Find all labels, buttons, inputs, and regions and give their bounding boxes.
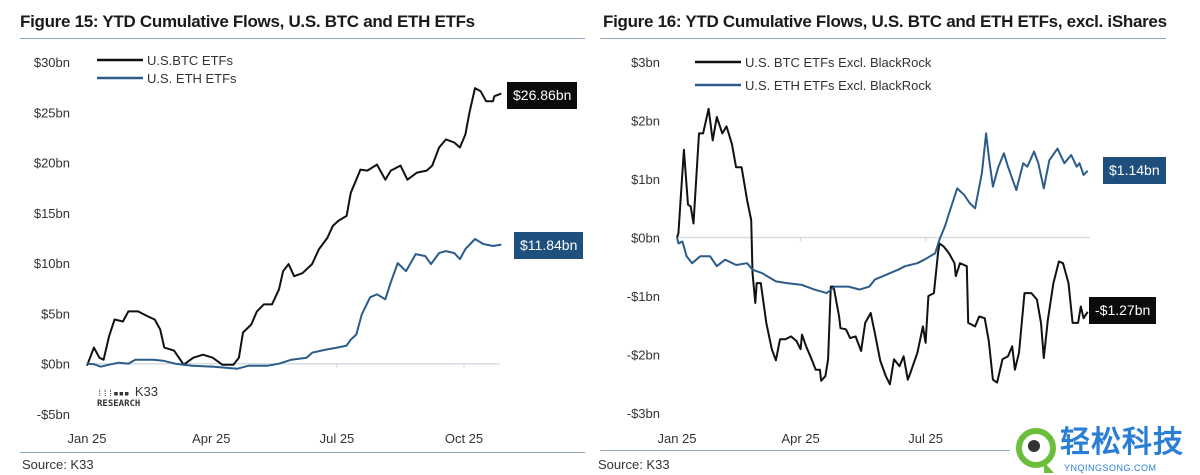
end-value-label-eth: $11.84bn [514,232,584,259]
title-divider [600,38,1166,39]
y-tick-label: -$3bn [627,406,660,421]
x-tick-label: Jul 25 [320,431,355,446]
end-value-label-eth: $1.14bn [1103,157,1166,184]
series-line-btc [86,87,502,367]
logo-text: K33 [134,384,159,399]
y-tick-label: $2bn [631,114,660,129]
y-tick-label: $0bn [631,231,660,246]
y-tick-label: $1bn [631,172,660,187]
figure-15-panel: Figure 15: YTD Cumulative Flows, U.S. BT… [20,12,585,472]
y-tick-label: $10bn [34,256,70,271]
y-tick-label: $5bn [41,306,70,321]
end-value-label-btc: $26.86bn [507,82,578,109]
x-tick-label: Jan 25 [657,431,696,446]
k33-research-logo: ⁞⁞⁞▪▪▪ K33 RESEARCH [97,384,158,410]
legend-label: U.S. BTC ETFs Excl. BlackRock [745,55,932,70]
y-tick-label: $15bn [34,206,70,221]
x-tick-label: Oct 25 [445,431,483,446]
footer-divider [20,452,585,453]
y-tick-label: -$2bn [627,348,660,363]
chart-1: $3bn $2bn $1bn $0bn -$1bn -$2bn -$3bn Jan 25 Apr… [627,55,1090,446]
y-tick-label: -$5bn [37,407,70,422]
end-value-label-btc: -$1.27bn [1089,297,1157,324]
watermark-logo-icon [1016,428,1056,473]
y-tick-label: $25bn [34,105,70,120]
y-tick-label: $30bn [34,55,70,70]
series-line-eth [676,132,1089,295]
footer-divider [600,450,1010,451]
series-line-eth [86,238,502,370]
source-note: Source: K33 [22,457,94,472]
figure-16-title: Figure 16: YTD Cumulative Flows, U.S. BT… [603,12,1167,31]
logo-subtext: RESEARCH [97,399,141,409]
legend-label: U.S.BTC ETFs [147,53,233,68]
y-tick-label: $0bn [41,357,70,372]
watermark: 轻松科技 YNQINGSONG.COM [1012,426,1200,475]
y-tick-label: $3bn [631,55,660,70]
source-note: Source: K33 [598,457,670,472]
chart-0: $30bn $25bn $20bn $15bn $10bn $5bn $0bn -$5bn Ja… [34,53,502,446]
x-tick-label: Apr 25 [192,431,230,446]
title-divider [20,38,585,39]
legend-label: U.S. ETH ETFs Excl. BlackRock [745,78,932,93]
series-line-btc [676,107,1089,386]
x-tick-label: Jul 25 [908,431,943,446]
legend-label: U.S. ETH ETFs [147,71,237,86]
y-tick-label: $20bn [34,156,70,171]
watermark-subtext: YNQINGSONG.COM [1064,463,1157,473]
logo-mark-icon: ⁞⁞⁞▪▪▪ [97,389,135,399]
figure-16-panel: Figure 16: YTD Cumulative Flows, U.S. BT… [598,0,1200,475]
x-tick-label: Jan 25 [67,431,106,446]
x-tick-label: Apr 25 [781,431,819,446]
figure-15-title: Figure 15: YTD Cumulative Flows, U.S. BT… [20,12,475,31]
y-tick-label: -$1bn [627,289,660,304]
watermark-text: 轻松科技 [1060,425,1184,460]
